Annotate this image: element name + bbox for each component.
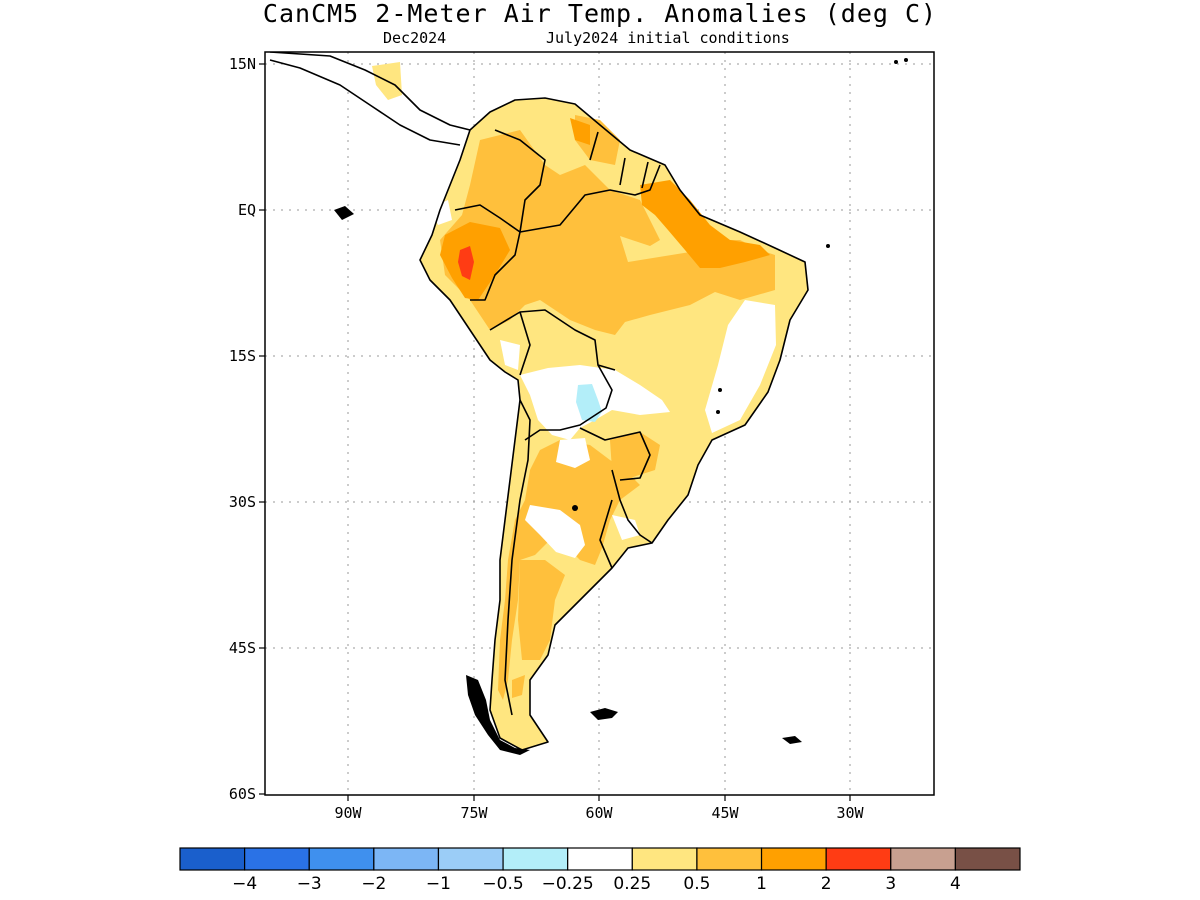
colorbar-tick-label: 1 <box>756 874 767 894</box>
colorbar-swatch <box>179 847 246 871</box>
colorbar-swatch <box>437 847 504 871</box>
colorbar-tick-label: −4 <box>232 874 257 894</box>
colorbar-tick-label: 0.25 <box>613 874 651 894</box>
colorbar-tick-label: −3 <box>297 874 322 894</box>
colorbar-swatch <box>631 847 698 871</box>
lon-label-45w: 45W <box>711 804 739 822</box>
lon-label-75w: 75W <box>460 804 488 822</box>
lon-label-30w: 30W <box>836 804 864 822</box>
colorbar-swatch <box>760 847 827 871</box>
map-title: CanCM5 2-Meter Air Temp. Anomalies (deg … <box>262 0 938 28</box>
colorbar-tick-label: 2 <box>821 874 832 894</box>
colorbar-swatch <box>696 847 763 871</box>
colorbar-tick-label: 4 <box>950 874 961 894</box>
lat-label-30s: 30S <box>229 493 256 511</box>
lat-label-45s: 45S <box>229 639 256 657</box>
lon-label-90w: 90W <box>334 804 362 822</box>
colorbar-tick-label: −0.5 <box>482 874 523 894</box>
colorbar-swatch <box>308 847 375 871</box>
lat-label-15s: 15S <box>229 347 256 365</box>
coastlines-borders <box>269 52 809 751</box>
colorbar-swatch <box>825 847 892 871</box>
central-america-landmass <box>270 52 470 145</box>
continent-layer <box>269 52 908 755</box>
lat-label-60s: 60S <box>229 785 256 803</box>
colorbar-swatch <box>890 847 956 871</box>
colorbar-swatch <box>244 847 310 871</box>
colorbar <box>179 847 1021 871</box>
colorbar-labels: −4 −3 −2 −1 −0.5 −0.25 0.25 0.5 1 2 3 4 <box>232 874 961 894</box>
lat-label-eq: EQ <box>238 201 256 219</box>
colorbar-tick-label: 3 <box>885 874 896 894</box>
colorbar-tick-label: 0.5 <box>683 874 710 894</box>
colorbar-tick-label: −1 <box>426 874 451 894</box>
anomaly-above-3 <box>458 246 474 280</box>
colorbar-swatch <box>373 847 440 871</box>
anomaly-below-025 <box>576 384 602 422</box>
subtitle-initial-conditions: July2024 initial conditions <box>546 29 790 47</box>
colorbar-swatch <box>954 847 1021 871</box>
subtitle-valid-month: Dec2024 <box>383 29 447 47</box>
colorbar-swatch <box>567 847 633 871</box>
lat-label-15n: 15N <box>229 55 256 73</box>
colorbar-tick-label: −0.25 <box>542 874 594 894</box>
lon-label-60w: 60W <box>585 804 613 822</box>
axis-ticks <box>259 63 851 801</box>
colorbar-tick-label: −2 <box>361 874 386 894</box>
anomaly-above-2 <box>440 118 770 300</box>
colorbar-swatch <box>502 847 569 871</box>
anomaly-above-1 <box>440 115 775 700</box>
islands <box>334 58 908 755</box>
